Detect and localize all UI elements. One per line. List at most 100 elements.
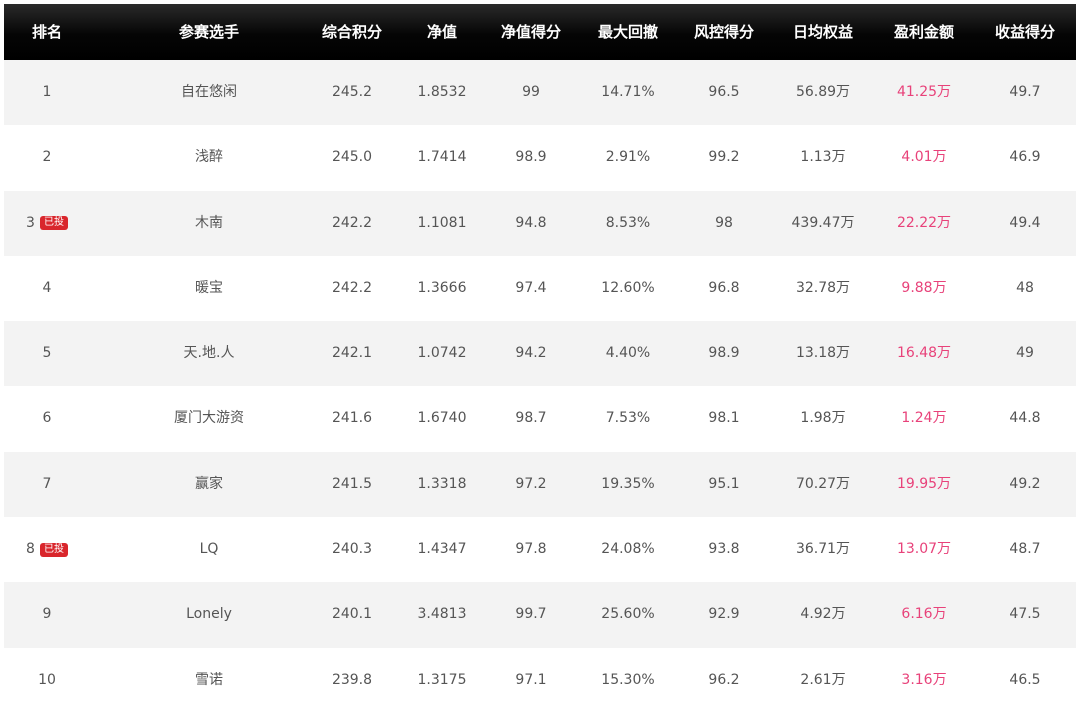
nav-score: 98.7	[515, 410, 547, 427]
risk-score: 93.8	[708, 541, 740, 558]
profit-amount: 19.95万	[896, 475, 952, 492]
profit-amount: 16.48万	[896, 345, 952, 362]
table-row[interactable]: 9 Lonely 240.1 3.4813 99.7 25.60% 92.9 4…	[4, 582, 1076, 648]
player-name[interactable]: 天.地.人	[183, 345, 235, 362]
player-name[interactable]: 浅醉	[195, 149, 223, 166]
nav-score: 94.2	[515, 345, 547, 362]
rank-cell: 9	[4, 582, 90, 647]
total-score: 245.2	[331, 84, 373, 100]
risk-score: 96.5	[708, 84, 740, 100]
nav-value: 3.4813	[417, 606, 467, 623]
avg-daily-equity: 439.47万	[791, 214, 855, 231]
rank-number: 5	[42, 345, 52, 362]
table-row[interactable]: 8 已投 LQ 240.3 1.4347 97.8 24.08% 93.8 36…	[4, 517, 1076, 583]
table-row[interactable]: 10 雪诺 239.8 1.3175 97.1 15.30% 96.2 2.61…	[4, 647, 1076, 713]
table-row[interactable]: 4 暖宝 242.2 1.3666 97.4 12.60% 96.8 32.78…	[4, 255, 1076, 322]
rank-number: 9	[42, 606, 52, 623]
avg-daily-equity: 32.78万	[795, 279, 851, 296]
nav-score: 98.9	[515, 149, 547, 166]
header-avg-daily-equity[interactable]: 日均权益	[792, 23, 853, 41]
rank-number: 8	[26, 541, 35, 558]
max-drawdown: 8.53%	[605, 214, 651, 231]
profit-amount: 6.16万	[901, 606, 947, 623]
avg-daily-equity: 4.92万	[800, 606, 846, 623]
table-row[interactable]: 6 厦门大游资 241.6 1.6740 98.7 7.53% 98.1 1.9…	[4, 386, 1076, 452]
profit-amount: 22.22万	[896, 214, 952, 231]
table-header: 排名 参赛选手 综合积分 净值 净值得分 最大回撤 风控得分 日均权益 盈利金额…	[4, 4, 1076, 60]
rank-cell: 2	[4, 125, 90, 190]
header-risk-score[interactable]: 风控得分	[693, 23, 754, 41]
return-score: 48.7	[1009, 541, 1041, 558]
player-name[interactable]: 自在悠闲	[181, 84, 237, 100]
header-rank[interactable]: 排名	[31, 23, 62, 41]
header-max-drawdown[interactable]: 最大回撤	[597, 23, 658, 41]
risk-score: 96.8	[708, 279, 740, 296]
risk-score: 99.2	[708, 149, 740, 166]
max-drawdown: 12.60%	[601, 279, 655, 296]
header-total-score[interactable]: 综合积分	[321, 23, 382, 41]
rank-number: 10	[38, 671, 56, 688]
max-drawdown: 25.60%	[601, 606, 655, 623]
nav-value: 1.1081	[417, 214, 467, 231]
nav-value: 1.7414	[417, 149, 467, 166]
player-name[interactable]: LQ	[199, 541, 219, 558]
player-name[interactable]: 赢家	[195, 475, 223, 492]
risk-score: 92.9	[708, 606, 740, 623]
risk-score: 96.2	[708, 671, 740, 688]
rank-cell: 5	[4, 321, 90, 386]
rank-cell: 8 已投	[4, 517, 90, 582]
risk-score: 95.1	[708, 475, 740, 492]
return-score: 46.9	[1009, 149, 1041, 166]
rank-cell: 10	[4, 648, 90, 713]
return-score: 49.4	[1009, 214, 1041, 231]
return-score: 49.2	[1009, 475, 1041, 492]
player-name[interactable]: 雪诺	[195, 671, 223, 688]
rank-number: 7	[42, 475, 52, 492]
return-score: 49.7	[1009, 84, 1041, 100]
player-name[interactable]: 木南	[195, 214, 223, 231]
rank-number: 2	[42, 149, 52, 166]
player-name[interactable]: 厦门大游资	[174, 410, 244, 427]
total-score: 241.6	[331, 410, 373, 427]
rank-cell: 4	[4, 256, 90, 321]
nav-value: 1.4347	[417, 541, 467, 558]
table-row[interactable]: 1 自在悠闲 245.2 1.8532 99 14.71% 96.5 56.89…	[4, 60, 1076, 126]
table-row[interactable]: 2 浅醉 245.0 1.7414 98.9 2.91% 99.2 1.13万 …	[4, 125, 1076, 191]
avg-daily-equity: 2.61万	[800, 671, 846, 688]
profit-amount: 1.24万	[901, 410, 947, 427]
total-score: 240.1	[331, 606, 373, 623]
invested-badge: 已投	[39, 216, 68, 231]
rank-number: 4	[42, 279, 52, 296]
player-name[interactable]: 暖宝	[195, 279, 223, 296]
player-name[interactable]: Lonely	[186, 606, 232, 623]
header-nav[interactable]: 净值	[426, 23, 457, 41]
header-profit-amount[interactable]: 盈利金额	[893, 23, 954, 41]
total-score: 242.2	[331, 214, 373, 231]
total-score: 245.0	[331, 149, 373, 166]
risk-score: 98.1	[708, 410, 740, 427]
rank-cell: 3 已投	[4, 191, 90, 256]
nav-score: 97.2	[515, 475, 547, 492]
table-row[interactable]: 5 天.地.人 242.1 1.0742 94.2 4.40% 98.9 13.…	[4, 321, 1076, 387]
nav-score: 97.4	[515, 279, 547, 296]
total-score: 240.3	[331, 541, 373, 558]
return-score: 48	[1016, 279, 1034, 296]
table-body: 1 自在悠闲 245.2 1.8532 99 14.71% 96.5 56.89…	[4, 60, 1076, 713]
avg-daily-equity: 56.89万	[795, 84, 851, 100]
header-nav-score[interactable]: 净值得分	[500, 23, 561, 41]
max-drawdown: 2.91%	[605, 149, 651, 166]
nav-value: 1.0742	[417, 345, 467, 362]
header-player[interactable]: 参赛选手	[178, 23, 239, 41]
rank-cell: 1	[4, 60, 90, 125]
header-return-score[interactable]: 收益得分	[994, 23, 1055, 41]
avg-daily-equity: 13.18万	[795, 345, 851, 362]
table-row[interactable]: 7 赢家 241.5 1.3318 97.2 19.35% 95.1 70.27…	[4, 451, 1076, 518]
profit-amount: 4.01万	[901, 149, 947, 166]
nav-value: 1.3666	[417, 279, 467, 296]
return-score: 47.5	[1009, 606, 1041, 623]
table-row[interactable]: 3 已投 木南 242.2 1.1081 94.8 8.53% 98 439.4…	[4, 190, 1076, 256]
profit-amount: 41.25万	[896, 84, 952, 100]
risk-score: 98.9	[708, 345, 740, 362]
return-score: 49	[1016, 345, 1034, 362]
